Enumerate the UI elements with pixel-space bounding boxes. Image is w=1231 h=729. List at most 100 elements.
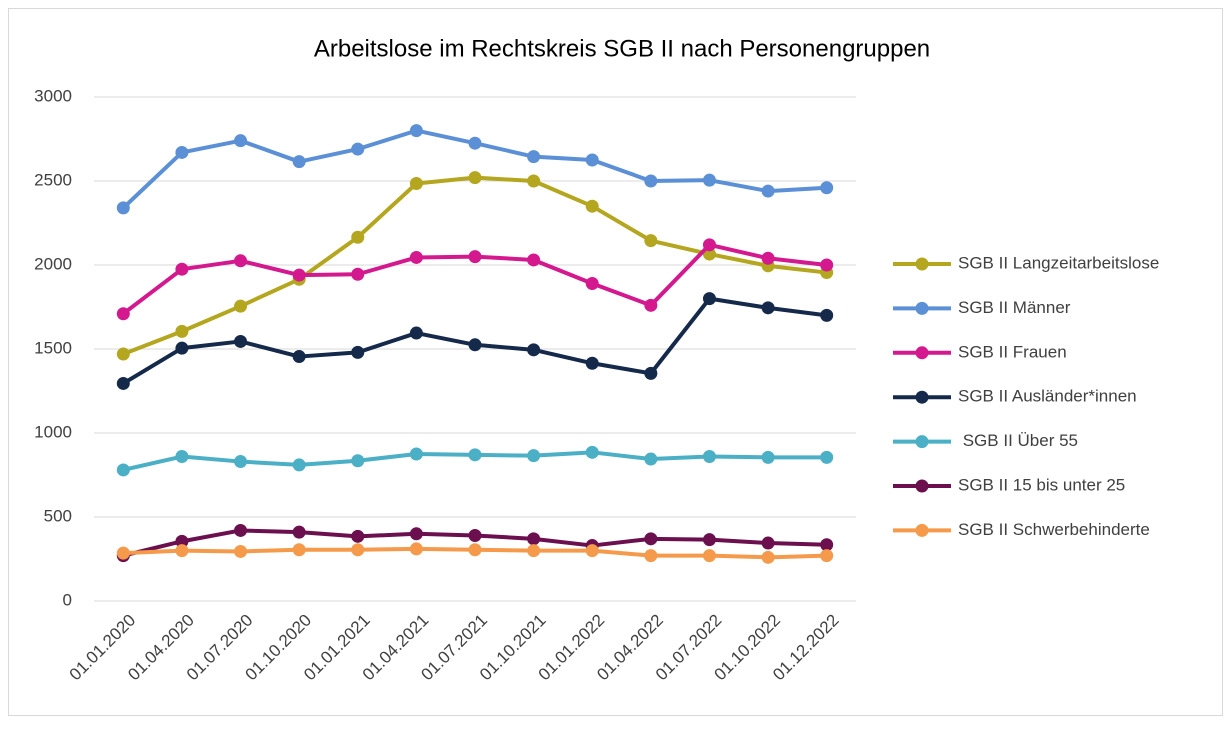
data-point bbox=[527, 544, 541, 558]
data-point bbox=[644, 366, 658, 380]
data-point bbox=[409, 542, 423, 556]
legend-label: SGB II 15 bis unter 25 bbox=[958, 475, 1125, 494]
data-point bbox=[292, 525, 306, 539]
legend-label: SGB II Männer bbox=[958, 298, 1071, 317]
data-point bbox=[292, 350, 306, 364]
data-point bbox=[351, 230, 365, 244]
data-point bbox=[820, 450, 834, 464]
data-point bbox=[292, 543, 306, 557]
data-point bbox=[527, 174, 541, 188]
data-point bbox=[116, 463, 130, 477]
data-point bbox=[351, 345, 365, 359]
data-point bbox=[585, 153, 599, 167]
data-point bbox=[644, 234, 658, 248]
data-point bbox=[585, 199, 599, 213]
data-point bbox=[234, 299, 248, 313]
data-point bbox=[234, 523, 248, 537]
data-point bbox=[175, 544, 189, 558]
data-point bbox=[527, 253, 541, 267]
data-point bbox=[761, 536, 775, 550]
data-point bbox=[292, 268, 306, 282]
data-point bbox=[702, 450, 716, 464]
data-point bbox=[175, 262, 189, 276]
data-point bbox=[175, 450, 189, 464]
data-point bbox=[820, 181, 834, 195]
y-tick-label: 1000 bbox=[34, 422, 72, 441]
y-tick-label: 0 bbox=[63, 590, 72, 609]
chart-frame bbox=[8, 8, 1223, 716]
data-point bbox=[585, 445, 599, 459]
chart-title: Arbeitslose im Rechtskreis SGB II nach P… bbox=[314, 35, 930, 62]
legend-marker bbox=[915, 257, 929, 271]
data-point bbox=[409, 250, 423, 264]
legend-marker bbox=[915, 523, 929, 537]
data-point bbox=[292, 458, 306, 472]
data-point bbox=[585, 276, 599, 290]
legend-marker bbox=[915, 301, 929, 315]
data-point bbox=[468, 543, 482, 557]
data-point bbox=[761, 251, 775, 265]
data-point bbox=[702, 173, 716, 187]
legend-label: SGB II Schwerbehinderte bbox=[958, 520, 1150, 539]
data-point bbox=[409, 124, 423, 138]
data-point bbox=[351, 454, 365, 468]
data-point bbox=[175, 534, 189, 548]
legend-marker bbox=[915, 435, 929, 449]
data-point bbox=[351, 543, 365, 557]
data-point bbox=[761, 450, 775, 464]
data-point bbox=[761, 184, 775, 198]
legend-marker bbox=[915, 479, 929, 493]
data-point bbox=[585, 544, 599, 558]
data-point bbox=[116, 347, 130, 361]
data-point bbox=[702, 238, 716, 252]
data-point bbox=[468, 338, 482, 352]
data-point bbox=[351, 529, 365, 543]
y-tick-label: 500 bbox=[44, 506, 72, 525]
data-point bbox=[761, 301, 775, 315]
data-point bbox=[702, 533, 716, 547]
data-point bbox=[175, 341, 189, 355]
data-point bbox=[527, 343, 541, 357]
legend-label: SGB II Ausländer*innen bbox=[958, 387, 1137, 406]
data-point bbox=[409, 527, 423, 541]
data-point bbox=[820, 258, 834, 272]
legend-marker bbox=[915, 390, 929, 404]
data-point bbox=[409, 326, 423, 340]
legend-marker bbox=[915, 346, 929, 360]
data-point bbox=[468, 171, 482, 185]
legend-label: SGB II Über 55 bbox=[958, 431, 1078, 450]
data-point bbox=[820, 308, 834, 322]
data-point bbox=[761, 550, 775, 564]
data-point bbox=[175, 324, 189, 338]
data-point bbox=[175, 145, 189, 159]
data-point bbox=[116, 376, 130, 390]
data-point bbox=[234, 544, 248, 558]
data-point bbox=[409, 177, 423, 191]
y-tick-label: 2000 bbox=[34, 254, 72, 273]
data-point bbox=[468, 250, 482, 264]
data-point bbox=[644, 174, 658, 188]
data-point bbox=[116, 546, 130, 560]
data-point bbox=[644, 532, 658, 546]
data-point bbox=[351, 267, 365, 281]
y-tick-label: 2500 bbox=[34, 170, 72, 189]
data-point bbox=[820, 549, 834, 563]
legend-label: SGB II Frauen bbox=[958, 342, 1067, 361]
data-point bbox=[234, 334, 248, 348]
data-point bbox=[234, 254, 248, 268]
data-point bbox=[468, 448, 482, 462]
data-point bbox=[527, 150, 541, 164]
data-point bbox=[702, 549, 716, 563]
data-point bbox=[644, 452, 658, 466]
data-point bbox=[468, 136, 482, 150]
data-point bbox=[234, 455, 248, 469]
data-point bbox=[527, 449, 541, 463]
legend-label: SGB II Langzeitarbeitslose bbox=[958, 253, 1159, 272]
data-point bbox=[527, 532, 541, 546]
data-point bbox=[468, 528, 482, 542]
data-point bbox=[351, 142, 365, 156]
data-point bbox=[702, 292, 716, 306]
data-point bbox=[644, 549, 658, 563]
y-tick-label: 1500 bbox=[34, 338, 72, 357]
